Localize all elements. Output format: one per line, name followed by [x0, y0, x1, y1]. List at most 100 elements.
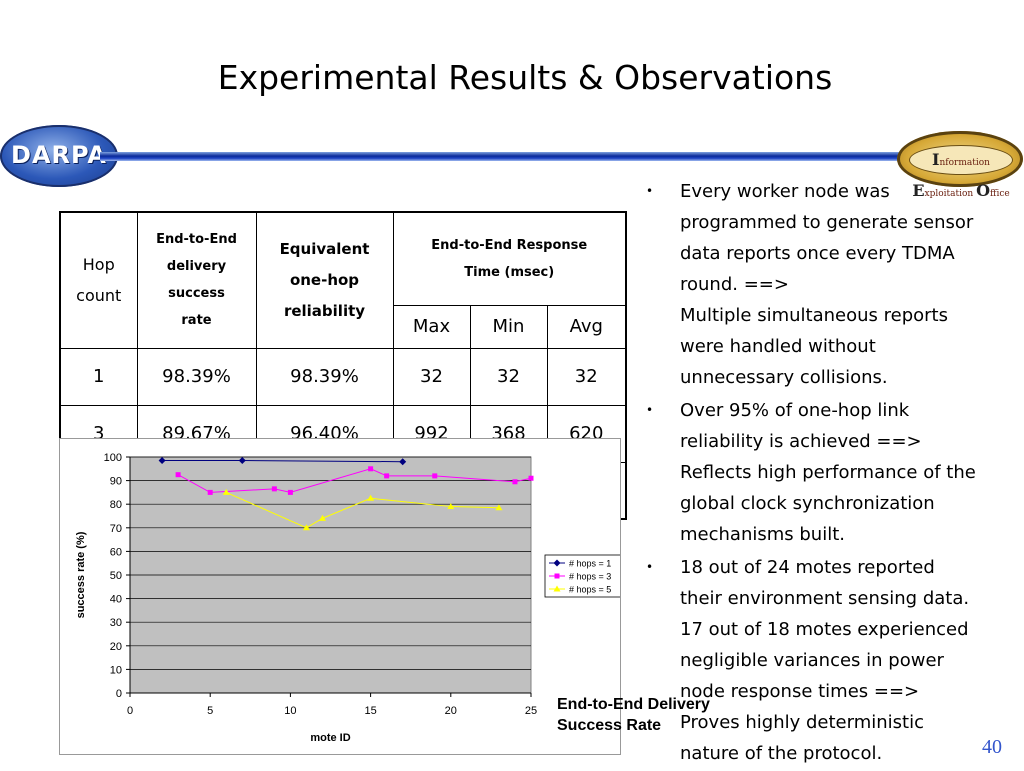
- observation-list: • Every worker node was programmed to gene…: [640, 176, 1012, 771]
- y-axis-label: success rate (%): [75, 531, 87, 618]
- observation-item: • Over 95% of one-hop link reliability is …: [640, 395, 1012, 550]
- slide-title: Experimental Results & Observations: [217, 58, 833, 97]
- header-delivery-rate: End-to-End delivery success rate: [136, 211, 257, 349]
- header-delivery-line: rate: [181, 313, 212, 329]
- data-point: [368, 466, 374, 472]
- observation-line: global clock synchronization: [680, 493, 935, 514]
- bullet-dot: •: [646, 560, 654, 574]
- ieo-word-2: xploitation: [924, 189, 974, 199]
- header-response-line: Time (msec): [464, 264, 555, 280]
- observation-line: data reports once every TDMA: [680, 243, 955, 264]
- header-hop-line: count: [76, 286, 122, 306]
- observation-line: Every worker node was: [680, 181, 890, 202]
- y-tick-label: 10: [110, 664, 122, 676]
- observation-line: unnecessary collisions.: [680, 367, 888, 388]
- header-response-line: End-to-End Response: [431, 237, 588, 253]
- cell-max: 32: [392, 347, 471, 406]
- data-point: [175, 472, 181, 478]
- data-point: [528, 475, 534, 481]
- data-point: [158, 457, 166, 465]
- legend-marker: [553, 585, 561, 592]
- cell-min: 32: [469, 347, 548, 406]
- legend-label: # hops = 5: [569, 585, 611, 595]
- y-tick-label: 90: [110, 476, 122, 488]
- darpa-logo-text: DARPA: [11, 141, 107, 169]
- ieo-letter-e: E: [912, 181, 925, 200]
- observation-line: reliability is achieved ==>: [680, 431, 922, 452]
- observation-line: nature of the protocol.: [680, 743, 883, 764]
- header-rule: [100, 152, 910, 161]
- ieo-word-3: ffice: [990, 189, 1010, 199]
- observation-line: were handled without: [680, 336, 876, 357]
- cell-rate: 98.39%: [136, 347, 257, 406]
- data-point: [302, 524, 310, 531]
- chart-caption-line: Success Rate: [557, 717, 662, 734]
- header-max: Max: [392, 304, 471, 349]
- x-axis-label: mote ID: [310, 732, 350, 744]
- x-tick-label: 10: [284, 705, 296, 717]
- data-point: [318, 514, 326, 521]
- chart-caption: End-to-End Delivery Success Rate: [557, 694, 757, 736]
- data-point: [367, 494, 375, 501]
- observation-line: Over 95% of one-hop link: [680, 400, 910, 421]
- y-tick-label: 0: [116, 688, 122, 700]
- ieo-letter-i: I: [932, 150, 940, 169]
- observation-line: node response times ==>: [680, 681, 920, 702]
- ieo-logo-emblem: Information Exploitation Office: [909, 145, 1013, 200]
- header-hop-line: Hop: [82, 255, 115, 275]
- y-tick-label: 100: [104, 452, 122, 464]
- data-point: [384, 473, 390, 479]
- legend-label: # hops = 3: [569, 572, 611, 582]
- legend-label: # hops = 1: [569, 559, 611, 569]
- header-hop-count: Hop count: [59, 211, 138, 349]
- y-tick-label: 20: [110, 641, 122, 653]
- data-point: [238, 457, 246, 465]
- observation-line: their environment sensing data.: [680, 588, 970, 609]
- cell-avg: 32: [546, 347, 627, 406]
- data-point: [432, 473, 438, 479]
- observation-line: programmed to generate sensor: [680, 212, 974, 233]
- header-delivery-line: End-to-End: [156, 232, 237, 248]
- observation-line: Multiple simultaneous reports: [680, 305, 948, 326]
- success-rate-chart: 0 10 20 30 40 50 60 70 80 90 100 0 5 10 15 20 25 mote ID s…: [59, 438, 621, 755]
- header-min: Min: [469, 304, 548, 349]
- ieo-logo: Information Exploitation Office: [897, 131, 1023, 200]
- header-avg: Avg: [546, 304, 627, 349]
- header-delivery-line: success: [168, 286, 225, 302]
- x-tick-label: 15: [364, 705, 376, 717]
- cell-hop: 1: [59, 347, 138, 406]
- cell-reliability: 98.39%: [255, 347, 394, 406]
- header-reliability-line: Equivalent: [279, 239, 370, 258]
- x-tick-label: 20: [445, 705, 457, 717]
- header-reliability-line: one-hop: [289, 270, 360, 289]
- x-tick-label: 0: [127, 705, 133, 717]
- observation-line: 18 out of 24 motes reported: [680, 557, 935, 578]
- legend-marker: [553, 559, 561, 567]
- x-tick-label: 5: [207, 705, 213, 717]
- bullet-dot: •: [646, 184, 654, 198]
- page-number: 40: [982, 736, 1002, 758]
- observation-line: mechanisms built.: [680, 524, 845, 545]
- bullet-dot: •: [646, 403, 654, 417]
- series-line: [226, 491, 499, 529]
- y-tick-label: 40: [110, 594, 122, 606]
- chart-caption-line: End-to-End Delivery: [557, 696, 710, 713]
- observation-line: Proves highly deterministic: [680, 712, 924, 733]
- y-tick-label: 30: [110, 617, 122, 629]
- observation-line: Reflects high performance of the: [680, 462, 976, 483]
- observation-line: round. ==>: [680, 274, 789, 295]
- y-tick-label: 80: [110, 499, 122, 511]
- ieo-word-1: nformation: [939, 158, 990, 168]
- data-point: [287, 489, 293, 495]
- data-point: [207, 489, 213, 495]
- darpa-logo: DARPA: [0, 125, 118, 187]
- observation-item: • 18 out of 24 motes reported their enviro…: [640, 552, 1012, 769]
- data-point: [222, 488, 230, 495]
- legend-marker: [554, 573, 560, 579]
- table-row: 1 98.39% 98.39% 32 32 32: [59, 347, 627, 406]
- x-tick-label: 25: [525, 705, 537, 717]
- data-point: [399, 458, 407, 466]
- observation-item: • Every worker node was programmed to gene…: [640, 176, 1012, 393]
- header-response-time: End-to-End Response Time (msec): [392, 211, 627, 306]
- y-tick-label: 60: [110, 546, 122, 558]
